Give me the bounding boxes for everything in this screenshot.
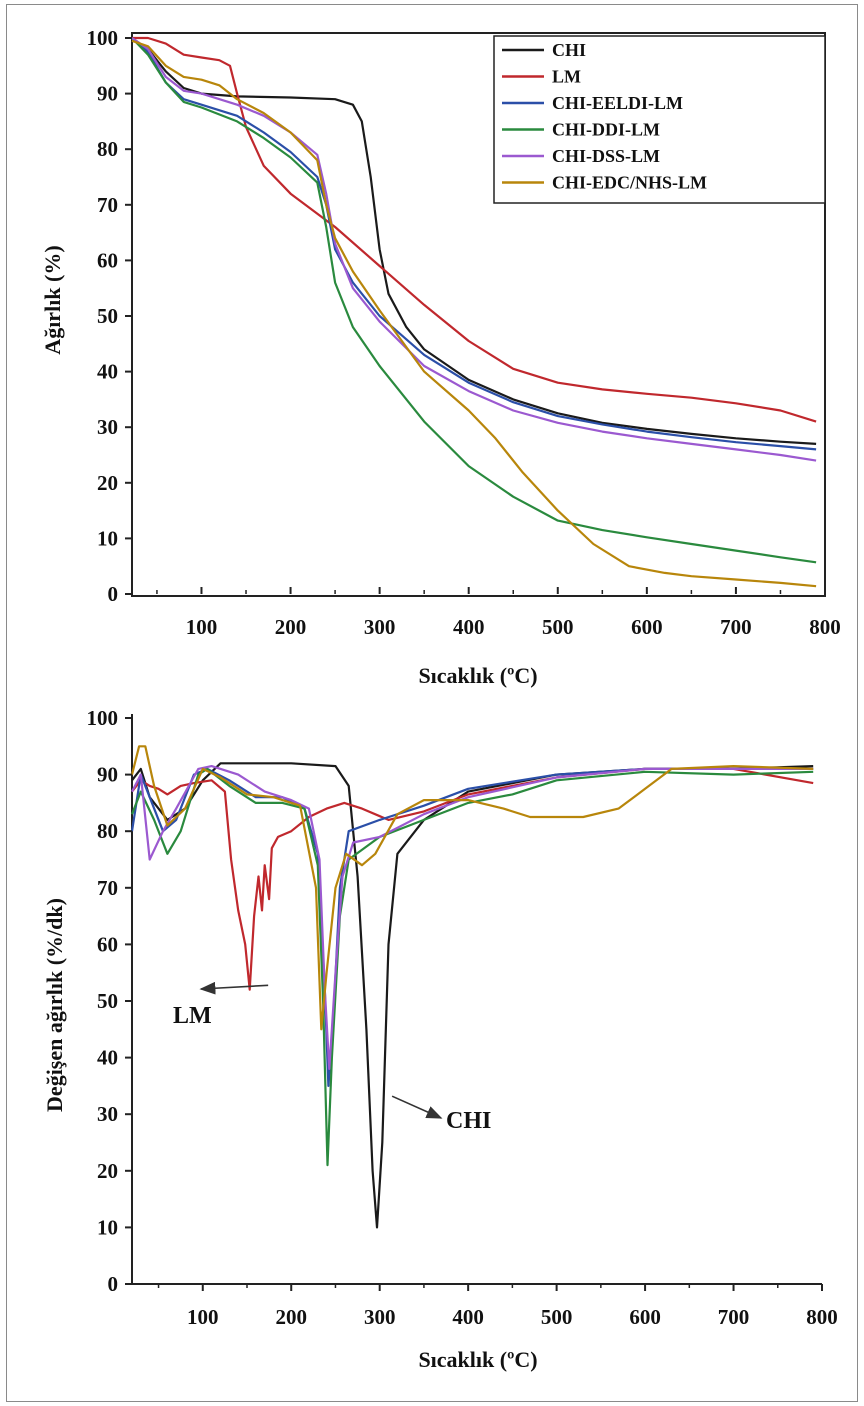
dtg-series-line-chi-eeldi-lm xyxy=(130,767,814,1087)
dtg-y-tick-label: 90 xyxy=(97,763,118,787)
dtg-x-axis-label: Sıcaklık (ºC) xyxy=(418,1347,537,1372)
dtg-y-tick-label: 80 xyxy=(97,819,118,843)
dtg-series-line-chi-edc-nhs-lm xyxy=(130,745,814,1031)
dtg-y-axis-label: Değişen ağırlık (%/dk) xyxy=(42,898,67,1112)
tga-y-tick-label: 60 xyxy=(97,248,118,272)
dtg-x-ticks: 100 200 300 400 500 600 700 800 xyxy=(157,1284,838,1329)
tga-series-line-chi-edc-nhs-lm xyxy=(131,39,817,588)
tga-x-tick-label: 700 xyxy=(720,615,752,639)
tga-x-tick-label: 200 xyxy=(275,615,307,639)
dtg-y-tick-label: 10 xyxy=(97,1215,118,1239)
figure-frame xyxy=(6,4,858,1402)
tga-series-group xyxy=(131,36,817,588)
dtg-y-tick-label: 100 xyxy=(87,706,119,730)
tga-legend-label: CHI-EDC/NHS-LM xyxy=(552,173,707,193)
tga-x-tick-label: 100 xyxy=(186,615,218,639)
tga-x-axis-label: Sıcaklık (ºC) xyxy=(418,663,537,688)
dtg-y-tick-label: 30 xyxy=(97,1102,118,1126)
tga-legend-label: CHI-DDI-LM xyxy=(552,120,660,140)
chi-annotation-label: CHI xyxy=(446,1108,491,1134)
tga-chart: 100 200 300 400 500 600 700 800 0 10 20 30 40 50 60 70… xyxy=(40,26,841,688)
dtg-x-tick-label: 800 xyxy=(806,1305,838,1329)
tga-legend-label: LM xyxy=(552,67,581,87)
tga-x-tick-label: 400 xyxy=(453,615,485,639)
tga-series-line-chi-dss-lm xyxy=(131,37,817,462)
tga-series-line-lm xyxy=(132,36,817,423)
dtg-chart: 100 200 300 400 500 600 700 800 0 10 20 30 40 50 60 70… xyxy=(42,706,838,1372)
dtg-y-tick-label: 40 xyxy=(97,1046,118,1070)
dtg-series-line-chi-dss-lm xyxy=(131,765,814,1070)
chi-annotation-arrow xyxy=(391,1095,443,1119)
tga-y-tick-label: 20 xyxy=(97,471,118,495)
tga-y-tick-label: 30 xyxy=(97,415,118,439)
tga-y-tick-label: 40 xyxy=(97,360,118,384)
tga-y-tick-label: 90 xyxy=(97,82,118,106)
dtg-series-line-chi xyxy=(131,762,814,1229)
tga-series-line-chi-ddi-lm xyxy=(131,37,817,564)
tga-y-tick-label: 100 xyxy=(87,26,119,50)
tga-y-ticks: 0 10 20 30 40 50 60 70 80 90 100 xyxy=(87,26,132,606)
dtg-series-line-chi-ddi-lm xyxy=(130,767,814,1167)
dtg-x-tick-label: 500 xyxy=(541,1305,573,1329)
dtg-x-tick-label: 600 xyxy=(629,1305,661,1329)
tga-legend-label: CHI xyxy=(552,40,586,60)
lm-annotation-arrow xyxy=(199,981,269,995)
dtg-y-tick-label: 50 xyxy=(97,989,118,1013)
tga-y-axis-label: Ağırlık (%) xyxy=(40,245,65,354)
dtg-y-tick-label: 70 xyxy=(97,876,118,900)
tga-x-tick-label: 300 xyxy=(364,615,396,639)
dtg-x-tick-label: 700 xyxy=(718,1305,750,1329)
tga-y-tick-label: 10 xyxy=(97,526,118,550)
dtg-y-ticks: 0 10 20 30 40 50 60 70 80 90 100 xyxy=(87,706,132,1296)
tga-x-ticks: 100 200 300 400 500 600 700 800 xyxy=(156,587,841,639)
tga-legend-label: CHI-EELDI-LM xyxy=(552,93,683,113)
dtg-x-tick-label: 400 xyxy=(452,1305,484,1329)
dtg-y-tick-label: 60 xyxy=(97,932,118,956)
tga-y-tick-label: 80 xyxy=(97,137,118,161)
dtg-series-line-lm xyxy=(131,767,814,991)
dtg-x-tick-label: 200 xyxy=(275,1305,307,1329)
dtg-x-tick-label: 100 xyxy=(187,1305,219,1329)
tga-y-tick-label: 70 xyxy=(97,193,118,217)
tga-y-tick-label: 50 xyxy=(97,304,118,328)
tga-x-tick-label: 600 xyxy=(631,615,663,639)
dtg-y-tick-label: 20 xyxy=(97,1159,118,1183)
lm-annotation-label: LM xyxy=(173,1003,212,1029)
tga-legend-label: CHI-DSS-LM xyxy=(552,146,660,166)
dtg-y-tick-label: 0 xyxy=(108,1272,119,1296)
tga-y-tick-label: 0 xyxy=(108,582,119,606)
dtg-annotations: LM CHI xyxy=(173,981,491,1134)
tga-series-line-chi-eeldi-lm xyxy=(131,37,817,451)
dtg-x-tick-label: 300 xyxy=(364,1305,396,1329)
tga-plot-area xyxy=(131,32,826,597)
tga-legend: CHI LM CHI-EELDI-LM CHI-DDI-LM CHI-DSS-LM CHI… xyxy=(493,35,826,204)
tga-legend-box xyxy=(493,35,826,204)
dtg-series-group xyxy=(130,745,814,1229)
tga-x-tick-label: 800 xyxy=(809,615,841,639)
tga-x-tick-label: 500 xyxy=(542,615,574,639)
